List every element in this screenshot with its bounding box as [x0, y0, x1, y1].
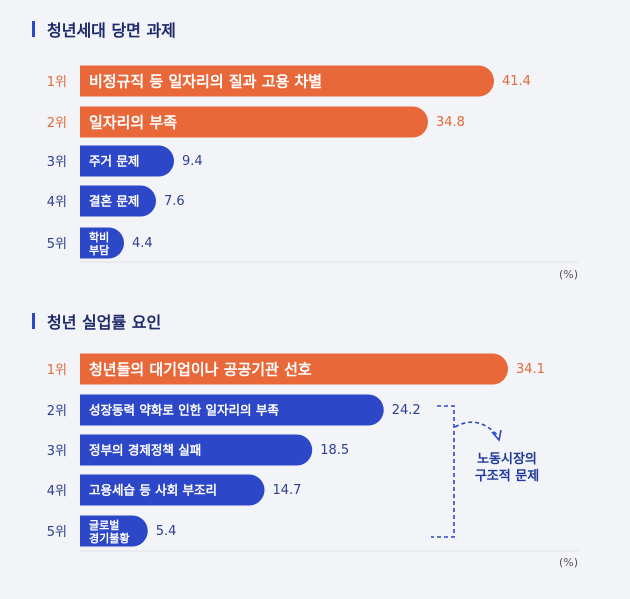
- bar: [80, 515, 148, 547]
- bar-category-label: 비정규직 등 일자리의 질과 고용 차별: [89, 72, 322, 90]
- bar: [80, 434, 313, 466]
- chart1-title-text: 청년세대 당면 과제: [47, 21, 176, 40]
- bar-category-label: 학비: [89, 230, 109, 244]
- bar-rank-label: 1위: [47, 75, 67, 90]
- group-arrow: [454, 421, 499, 437]
- bar-rank-label: 3위: [47, 155, 67, 170]
- bar: [80, 353, 508, 385]
- bar-category-label: 글로벌: [89, 518, 119, 532]
- bar-category-label: 주거 문제: [89, 154, 139, 169]
- bar-category-label: 부담: [89, 243, 109, 257]
- bar-category-label: 일자리의 부족: [89, 113, 177, 131]
- bar: [80, 145, 174, 177]
- bar-rank-label: 2위: [47, 404, 67, 419]
- bar-category-label: 청년들의 대기업이나 공공기관 선호: [89, 360, 312, 378]
- bar-value-label: 5.4: [156, 524, 177, 539]
- chart2-title: 청년 실업률 요인: [32, 309, 161, 333]
- chart2-title-text: 청년 실업률 요인: [47, 313, 162, 332]
- bar-rank-label: 2위: [47, 116, 67, 131]
- bar-value-label: 34.8: [436, 115, 465, 130]
- bar-category-label: 정부의 경제정책 실패: [89, 443, 201, 458]
- bar: [80, 227, 124, 259]
- bar: [80, 185, 156, 217]
- bar-value-label: 7.6: [164, 194, 185, 209]
- bar-value-label: 14.7: [273, 483, 302, 498]
- bar-value-label: 9.4: [182, 154, 203, 169]
- structural-problem-note: 노동시장의 구조적 문제: [462, 451, 552, 485]
- bar-rank-label: 4위: [47, 195, 67, 210]
- group-arrow-head: [491, 429, 502, 442]
- bar-value-label: 41.4: [502, 74, 531, 89]
- group-bracket: [431, 405, 455, 538]
- bar: [80, 474, 265, 506]
- bar: [80, 106, 428, 138]
- bar-category-label: 고용세습 등 사회 부조리: [89, 483, 217, 498]
- bar-value-label: 24.2: [392, 403, 421, 418]
- chart1-title: 청년세대 당면 과제: [32, 17, 176, 41]
- chart1-unit: (%): [558, 268, 578, 281]
- title-accent-bar: [32, 313, 35, 329]
- bar-category-label: 성장동력 약화로 인한 일자리의 부족: [89, 403, 279, 418]
- bar-rank-label: 3위: [47, 444, 67, 459]
- bar: [80, 65, 494, 97]
- bar-value-label: 4.4: [132, 236, 153, 251]
- bar-rank-label: 5위: [47, 237, 67, 252]
- bar-category-label: 경기불황: [89, 531, 129, 545]
- bar-rank-label: 1위: [47, 363, 67, 378]
- bar: [80, 394, 384, 426]
- bar-value-label: 34.1: [516, 362, 545, 377]
- bar-rank-label: 5위: [47, 525, 67, 540]
- note-line-2: 구조적 문제: [474, 469, 540, 484]
- title-accent-bar: [32, 21, 35, 37]
- bar-category-label: 결혼 문제: [89, 194, 139, 209]
- bar-rank-label: 4위: [47, 484, 67, 499]
- bar-value-label: 18.5: [320, 443, 349, 458]
- chart2-unit: (%): [558, 556, 578, 569]
- note-line-1: 노동시장의: [477, 452, 537, 467]
